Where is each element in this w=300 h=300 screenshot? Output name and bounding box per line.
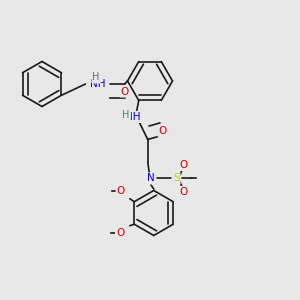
Text: N: N [147,173,154,184]
Text: H: H [122,110,130,120]
Text: O: O [117,186,125,196]
Text: H: H [92,72,100,82]
Text: NH: NH [90,79,105,89]
Text: NH: NH [125,112,140,122]
Text: O: O [159,126,167,136]
Text: O: O [180,160,188,170]
Text: O: O [120,86,129,97]
Text: O: O [180,187,188,197]
Text: S: S [173,173,180,184]
Text: O: O [116,228,124,238]
